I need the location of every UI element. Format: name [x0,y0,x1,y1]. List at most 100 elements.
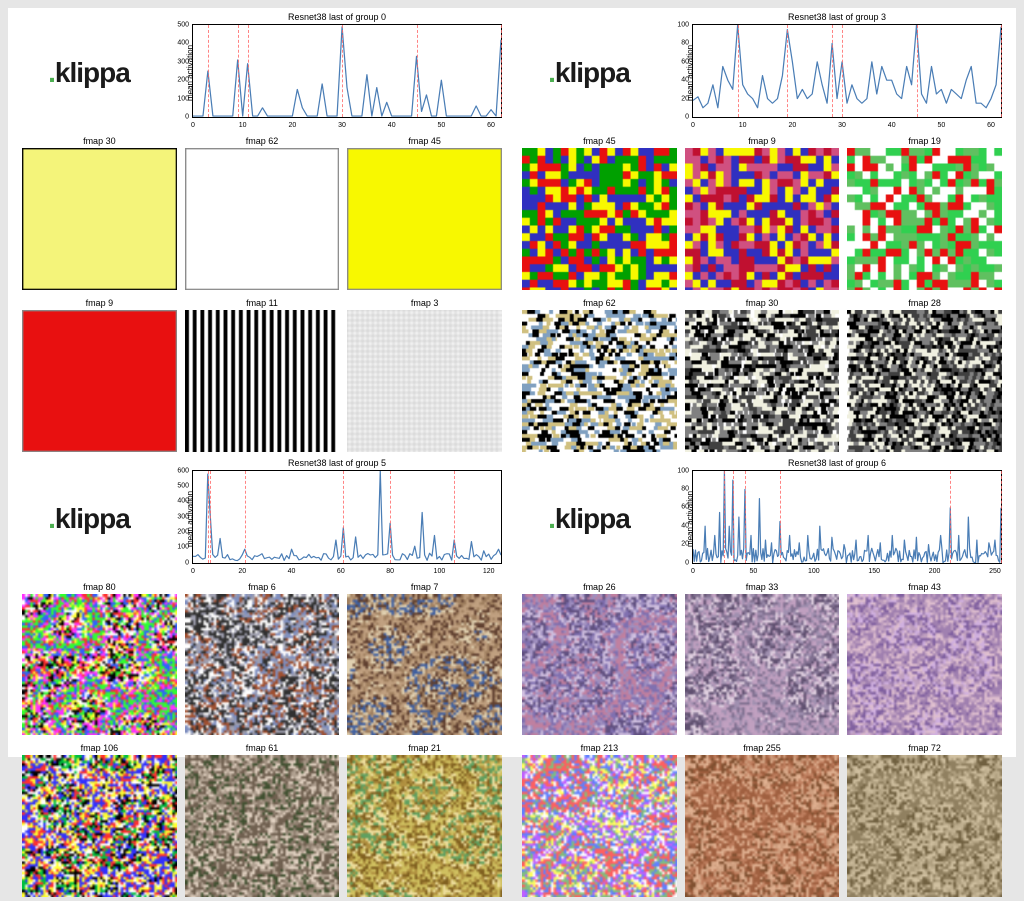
fmap-title: fmap 11 [246,298,278,308]
xtick-label: 120 [483,568,495,575]
fmap-visualization [185,594,340,736]
chart-vline [417,25,418,117]
chart-title: Resnet38 last of group 3 [664,12,1010,22]
xtick-label: 50 [437,122,445,129]
chart-vline [248,25,249,117]
plot-area: 01002003004005000102030405060 [192,24,502,118]
quadrant-header: .klippaResnet38 last of group 6mean acti… [514,460,1010,578]
chart-vline [733,471,734,563]
fmap-cell: fmap 26 [522,582,677,736]
fmap-cell: fmap 7 [347,582,502,736]
xtick-label: 40 [888,122,896,129]
ytick-label: 500 [167,22,189,29]
activation-line [193,25,501,117]
chart-vline [501,25,502,117]
ytick-label: 500 [167,482,189,489]
logo-cell: .klippa [14,14,164,132]
fmap-cell: fmap 21 [347,743,502,897]
ytick-label: 100 [667,467,689,474]
chart-vline [832,25,833,117]
fmap-cell: fmap 30 [685,298,840,452]
xtick-label: 60 [487,122,495,129]
fmap-title: fmap 45 [408,136,441,146]
fmap-cell: fmap 72 [847,743,1002,897]
quadrant: .klippa Resnet38 last of group 3mean acti… [514,14,1010,456]
fmap-visualization [847,310,1002,452]
fmap-cell: fmap 61 [185,743,340,897]
fmap-image [685,594,840,736]
xtick-label: 20 [788,122,796,129]
fmap-title: fmap 28 [908,298,941,308]
fmap-cell: fmap 62 [522,298,677,452]
fmap-title: fmap 62 [583,298,616,308]
fmap-title: fmap 33 [746,582,779,592]
fmap-image [847,755,1002,897]
chart-vline [210,471,211,563]
fmap-image [685,148,840,290]
fmap-title: fmap 45 [583,136,616,146]
xtick-label: 30 [338,122,346,129]
xtick-label: 80 [386,568,394,575]
xtick-label: 0 [691,122,695,129]
logo-dot-icon: . [48,57,55,88]
chart-vline [245,471,246,563]
chart-vline [950,471,951,563]
fmap-cell: fmap 11 [185,298,340,452]
ytick-label: 60 [667,504,689,511]
fmap-image [522,148,677,290]
fmap-visualization [347,594,502,736]
chart-vline [342,25,343,117]
activation-chart: Resnet38 last of group 6mean activation0… [664,460,1010,578]
fmap-visualization [522,148,677,290]
fmap-title: fmap 255 [743,743,781,753]
xtick-label: 200 [929,568,941,575]
fmap-grid: fmap 80fmap 6fmap 7fmap 106fmap 61fmap 2… [14,578,510,901]
ytick-label: 80 [667,485,689,492]
fmap-cell: fmap 213 [522,743,677,897]
activation-chart: Resnet38 last of group 0mean activation0… [164,14,510,132]
fmap-title: fmap 80 [83,582,116,592]
ytick-label: 400 [167,40,189,47]
fmap-visualization [685,755,840,897]
fmap-cell: fmap 28 [847,298,1002,452]
fmap-image [22,594,177,736]
fmap-title: fmap 3 [411,298,439,308]
xtick-label: 50 [749,568,757,575]
quadrant: .klippaResnet38 last of group 0mean acti… [14,14,510,456]
chart-vline [842,25,843,117]
ytick-label: 0 [167,559,189,566]
plot-area: 0204060801000102030405060 [692,24,1002,118]
fmap-image [347,310,502,452]
fmap-image [685,755,840,897]
fmap-image [685,310,840,452]
xtick-label: 30 [838,122,846,129]
ytick-label: 100 [167,544,189,551]
fmap-image [347,755,502,897]
activation-chart: Resnet38 last of group 3mean activation0… [664,14,1010,132]
fmap-visualization [185,310,340,452]
fmap-cell: fmap 45 [347,136,502,290]
fmap-visualization [347,310,502,452]
fmap-visualization [847,755,1002,897]
quadrant: .klippaResnet38 last of group 6mean acti… [514,460,1010,901]
fmap-image [522,755,677,897]
fmap-image [185,148,340,290]
fmap-cell: fmap 80 [22,582,177,736]
fmap-visualization [847,594,1002,736]
fmap-title: fmap 9 [86,298,114,308]
xtick-label: 10 [239,122,247,129]
ytick-label: 40 [667,77,689,84]
xtick-label: 0 [191,568,195,575]
activation-line [693,25,1001,117]
logo-cell: .klippa [514,14,664,132]
xtick-label: 150 [868,568,880,575]
logo-text: klippa [55,503,130,534]
klippa-logo: .klippa [548,57,630,89]
chart-vline [1001,25,1002,117]
fmap-title: fmap 26 [583,582,616,592]
fmap-cell: fmap 43 [847,582,1002,736]
fmap-title: fmap 6 [248,582,276,592]
xtick-label: 0 [691,568,695,575]
ytick-label: 40 [667,522,689,529]
chart-vline [917,25,918,117]
